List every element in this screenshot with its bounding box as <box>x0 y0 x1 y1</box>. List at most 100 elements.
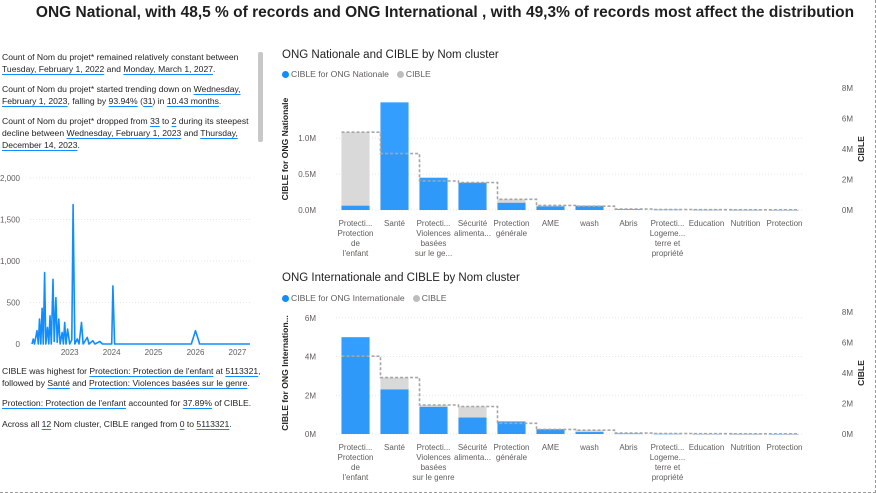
narrative-highlight[interactable]: Protection: Violences basées sur le genr… <box>88 377 248 388</box>
y2-tick-label: 2M <box>842 176 853 185</box>
narrative-text: Count of Nom du projet* dropped from <box>2 116 151 127</box>
narrative-highlight[interactable]: 2 <box>171 116 177 127</box>
x-tick-label: AME <box>542 443 559 452</box>
bar-chart-nationale: CIBLE for ONG Nationale CIBLE 1.0M 0.5M 0.0M… <box>280 84 866 258</box>
narrative-text: and <box>181 127 201 138</box>
narrative-highlight[interactable]: Tuesday, February 1, 2022 <box>2 63 105 74</box>
x-tick-label: 2023 <box>61 348 79 357</box>
bar-secondary <box>341 132 370 210</box>
narrative-text: , followed by <box>2 366 261 388</box>
bar-primary <box>458 417 487 434</box>
bar-secondary <box>614 433 643 434</box>
y2-tick-label: 6M <box>842 115 853 124</box>
narrative-text: . <box>77 139 80 150</box>
y-tick-label: 6M <box>305 314 316 323</box>
narrative-top-paragraph: Count of Nom du projet* remained relativ… <box>2 52 256 75</box>
x-tick-label: basées <box>421 239 447 248</box>
secondary-step-line <box>341 131 799 211</box>
x-tick-label: Nutrition <box>731 443 761 452</box>
legend-item-primary[interactable]: CIBLE for ONG Internationale <box>282 293 405 303</box>
x-tick-label: alimenta... <box>454 453 491 462</box>
x-tick-label: 2026 <box>187 348 205 357</box>
y2-tick-label: 8M <box>842 308 853 317</box>
x-tick-label: basées <box>421 463 447 472</box>
smart-narrative-bottom: CIBLE was highest for Protection: Protec… <box>2 366 264 439</box>
bar-primary <box>536 429 565 434</box>
legend-label-primary: CIBLE for ONG Nationale <box>291 69 389 79</box>
x-tick-label: 2024 <box>103 348 121 357</box>
narrative-highlight[interactable]: 33 <box>150 116 160 127</box>
bar-primary <box>575 205 604 210</box>
chart-title-internationale: ONG Internationale and CIBLE by Nom clus… <box>282 272 520 284</box>
x-tick-label: Sécurité <box>458 219 488 228</box>
narrative-highlight[interactable]: 93.94% <box>108 95 138 106</box>
narrative-top-paragraph: Count of Nom du projet* started trending… <box>2 84 256 107</box>
legend-item-secondary[interactable]: CIBLE <box>412 293 447 303</box>
page-title: ONG National, with 48,5 % of records and… <box>35 4 855 21</box>
narrative-text: . <box>213 63 216 74</box>
y2-axis-title: CIBLE <box>856 360 866 386</box>
narrative-highlight[interactable]: 0 <box>179 418 185 429</box>
y2-tick-label: 8M <box>842 84 853 93</box>
narrative-text: ( <box>137 95 143 106</box>
narrative-text: to <box>184 418 197 429</box>
x-tick-label: Nutrition <box>731 219 761 228</box>
narrative-text: accounted for <box>125 398 183 409</box>
series-line <box>31 203 250 345</box>
y-tick-label: 1.0M <box>298 134 316 143</box>
x-tick-label: terre et <box>655 239 681 248</box>
narrative-highlight[interactable]: 37.89% <box>182 398 212 409</box>
legend-internationale: CIBLE for ONG Internationale CIBLE <box>282 293 451 303</box>
narrative-highlight[interactable]: Wednesday, February 1, 2023 <box>2 84 241 106</box>
narrative-text: Count of Nom du projet* remained relativ… <box>2 52 239 62</box>
narrative-bottom-paragraph: Across all 12 Nom cluster, CIBLE ranged … <box>2 419 264 431</box>
x-tick-label: Protecti... <box>339 443 373 452</box>
x-tick-label: Protection <box>493 219 529 228</box>
narrative-highlight[interactable]: 5113321 <box>225 366 259 376</box>
narrative-text: CIBLE was highest for <box>2 366 90 376</box>
bar-primary <box>614 433 643 435</box>
x-tick-label: Violences <box>416 453 451 462</box>
bar-primary <box>575 432 604 434</box>
y2-axis-title: CIBLE <box>856 136 866 162</box>
narrative-highlight[interactable]: Thursday, December 14, 2023 <box>2 127 238 150</box>
bar-primary <box>341 337 370 434</box>
secondary-step-line <box>341 355 799 435</box>
narrative-highlight[interactable]: Monday, March 1, 2027 <box>123 63 214 74</box>
x-tick-label: l'enfant <box>343 473 369 482</box>
narrative-scrollbar[interactable] <box>258 52 263 142</box>
narrative-text: of CIBLE. <box>211 398 252 409</box>
narrative-highlight[interactable]: Santé <box>47 377 70 388</box>
y-tick-label: 1,000 <box>0 257 21 266</box>
x-tick-label: Protection <box>337 453 373 462</box>
narrative-highlight[interactable]: 31 <box>142 95 153 106</box>
x-tick-label: Protection <box>337 229 373 238</box>
x-tick-label: Abris <box>619 443 637 452</box>
y2-tick-label: 6M <box>842 339 853 348</box>
narrative-highlight[interactable]: Wednesday, February 1, 2023 <box>66 127 182 138</box>
y-axis-title: CIBLE for ONG Nationale <box>280 97 290 200</box>
x-tick-label: Protecti... <box>339 219 373 228</box>
narrative-highlight[interactable]: Protection: Protection de l'enfant <box>2 398 126 409</box>
y2-tick-label: 4M <box>842 145 853 154</box>
x-tick-label: Abris <box>619 219 637 228</box>
line-chart: 2,000 1,500 1,000 500 0 2023 2024 2025 2026 2027 <box>0 174 250 357</box>
x-tick-label: sur le genre <box>412 473 455 482</box>
x-tick-label: Education <box>689 219 725 228</box>
narrative-highlight[interactable]: 12 <box>41 418 52 429</box>
x-tick-label: Logeme... <box>650 453 686 462</box>
y2-tick-label: 2M <box>842 400 853 409</box>
chart-title-nationale: ONG Nationale and CIBLE by Nom cluster <box>282 49 499 61</box>
x-tick-label: propriété <box>652 249 684 258</box>
x-tick-label: Violences <box>416 229 451 238</box>
smart-narrative-top: Count of Nom du projet* remained relativ… <box>2 52 256 172</box>
x-tick-label: alimenta... <box>454 229 491 238</box>
narrative-highlight[interactable]: 5113321 <box>196 418 230 429</box>
narrative-highlight[interactable]: Protection: Protection de l'enfant <box>89 366 214 376</box>
x-tick-label: Protecti... <box>651 443 685 452</box>
legend-item-secondary[interactable]: CIBLE <box>396 69 431 79</box>
narrative-highlight[interactable]: 10.43 months <box>166 95 219 106</box>
y-tick-label: 1,500 <box>0 216 21 225</box>
legend-item-primary[interactable]: CIBLE for ONG Nationale <box>282 69 389 79</box>
narrative-bottom-paragraph: CIBLE was highest for Protection: Protec… <box>2 366 264 389</box>
